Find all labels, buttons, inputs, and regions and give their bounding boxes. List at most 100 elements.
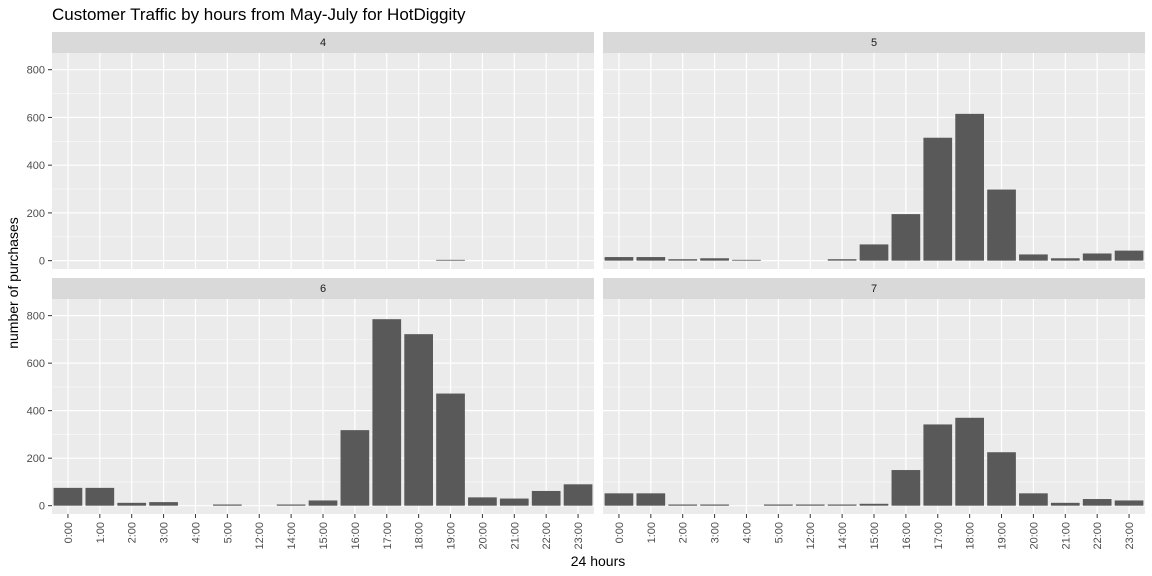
x-tick-label: 20:00 [1028, 522, 1040, 550]
x-tick-label: 15:00 [318, 522, 330, 550]
bar [891, 214, 921, 261]
x-tick-label: 19:00 [997, 522, 1009, 550]
x-tick-label: 23:00 [1124, 522, 1136, 550]
bar [827, 259, 857, 261]
bar [1019, 254, 1048, 261]
bar [859, 244, 889, 261]
x-tick-label: 5:00 [222, 522, 234, 543]
bar [891, 470, 921, 506]
bar [732, 259, 761, 261]
x-tick-label: 14:00 [837, 522, 849, 550]
bar [1114, 250, 1144, 261]
x-tick-label: 4:00 [190, 522, 202, 543]
y-tick-label: 200 [27, 453, 45, 465]
x-tick-label: 12:00 [254, 522, 266, 550]
bar [764, 504, 793, 506]
facet-panel-7: 7 0:00 1:00 2:00 3:00 4:00 5:00 12:00 14:00 15:00… [603, 278, 1145, 550]
y-tick-label: 600 [27, 112, 45, 124]
x-tick-label: 12:00 [805, 522, 817, 550]
bar [859, 503, 889, 506]
x-tick-label: 1:00 [646, 522, 658, 543]
x-tick-label: 22:00 [1092, 522, 1104, 550]
bar [85, 487, 115, 506]
y-tick-label: 600 [27, 358, 45, 370]
facet-strip-label: 4 [320, 37, 326, 49]
chart-panels: 4 0 200 400 600 800 5 6 0 200 400 600 800 0:00 1:00 2:0… [27, 32, 1145, 550]
bar [117, 502, 147, 506]
x-tick-label: 21:00 [509, 522, 521, 550]
facet-panel-4: 4 0 200 400 600 800 [27, 32, 594, 269]
bar [827, 504, 857, 506]
x-tick-label: 5:00 [773, 522, 785, 543]
x-tick-label: 18:00 [965, 522, 977, 550]
bar [1082, 499, 1112, 506]
y-tick-label: 400 [27, 406, 45, 418]
x-tick-label: 4:00 [741, 522, 753, 543]
x-tick-label: 17:00 [382, 522, 394, 550]
bar [1019, 493, 1048, 506]
bar [276, 504, 306, 506]
bar [531, 490, 561, 506]
bar [923, 424, 953, 506]
bar [149, 502, 178, 506]
y-tick-label: 400 [27, 160, 45, 172]
facet-panel-6: 6 0 200 400 600 800 0:00 1:00 2:00 3:00 4:00 5:00 12… [27, 278, 594, 550]
bar [563, 484, 593, 506]
x-tick-label: 0:00 [63, 522, 75, 543]
facet-strip-label: 5 [871, 37, 877, 49]
x-axis-title: 24 hours [571, 553, 625, 569]
x-tick-label: 0:00 [614, 522, 626, 543]
bar [404, 334, 433, 506]
bar [53, 487, 83, 506]
bar [604, 493, 634, 506]
bar [1114, 500, 1144, 506]
bar [923, 137, 953, 261]
y-axis-title: number of purchases [5, 217, 21, 349]
y-tick-label: 0 [39, 501, 45, 513]
x-tick-label: 15:00 [869, 522, 881, 550]
facet-strip-label: 7 [871, 283, 877, 295]
bar [668, 504, 698, 506]
bar [636, 493, 666, 506]
y-tick-label: 800 [27, 311, 45, 323]
x-tick-label: 17:00 [933, 522, 945, 550]
facet-strip [603, 278, 1145, 299]
bar [604, 257, 634, 261]
y-tick-label: 200 [27, 208, 45, 220]
facet-strip-label: 6 [320, 283, 326, 295]
x-tick-label: 20:00 [477, 522, 489, 550]
y-tick-label: 800 [27, 65, 45, 77]
bar [340, 430, 370, 506]
bar [1050, 502, 1080, 506]
bar [499, 498, 529, 506]
chart-title: Customer Traffic by hours from May-July … [52, 5, 466, 24]
bar [436, 393, 465, 506]
facet-strip [52, 278, 594, 299]
bar [700, 504, 729, 506]
bar [955, 417, 984, 506]
x-tick-label: 3:00 [159, 522, 171, 543]
y-tick-label: 0 [39, 256, 45, 268]
x-tick-label: 3:00 [710, 522, 722, 543]
x-tick-label: 23:00 [573, 522, 585, 550]
bar [213, 504, 242, 506]
x-tick-label: 21:00 [1060, 522, 1072, 550]
x-tick-label: 18:00 [414, 522, 426, 550]
bar [468, 497, 497, 506]
bar [668, 259, 698, 261]
x-tick-label: 2:00 [127, 522, 139, 543]
bar [955, 113, 984, 261]
bar [1050, 258, 1080, 261]
x-tick-label: 2:00 [678, 522, 690, 543]
x-tick-label: 14:00 [286, 522, 298, 550]
bar [987, 452, 1016, 506]
bar [436, 259, 465, 261]
bar [700, 258, 729, 261]
bar [987, 189, 1016, 261]
bar [308, 500, 338, 506]
bar [795, 504, 825, 506]
x-tick-label: 1:00 [95, 522, 107, 543]
x-tick-label: 16:00 [350, 522, 362, 550]
x-tick-label: 22:00 [541, 522, 553, 550]
